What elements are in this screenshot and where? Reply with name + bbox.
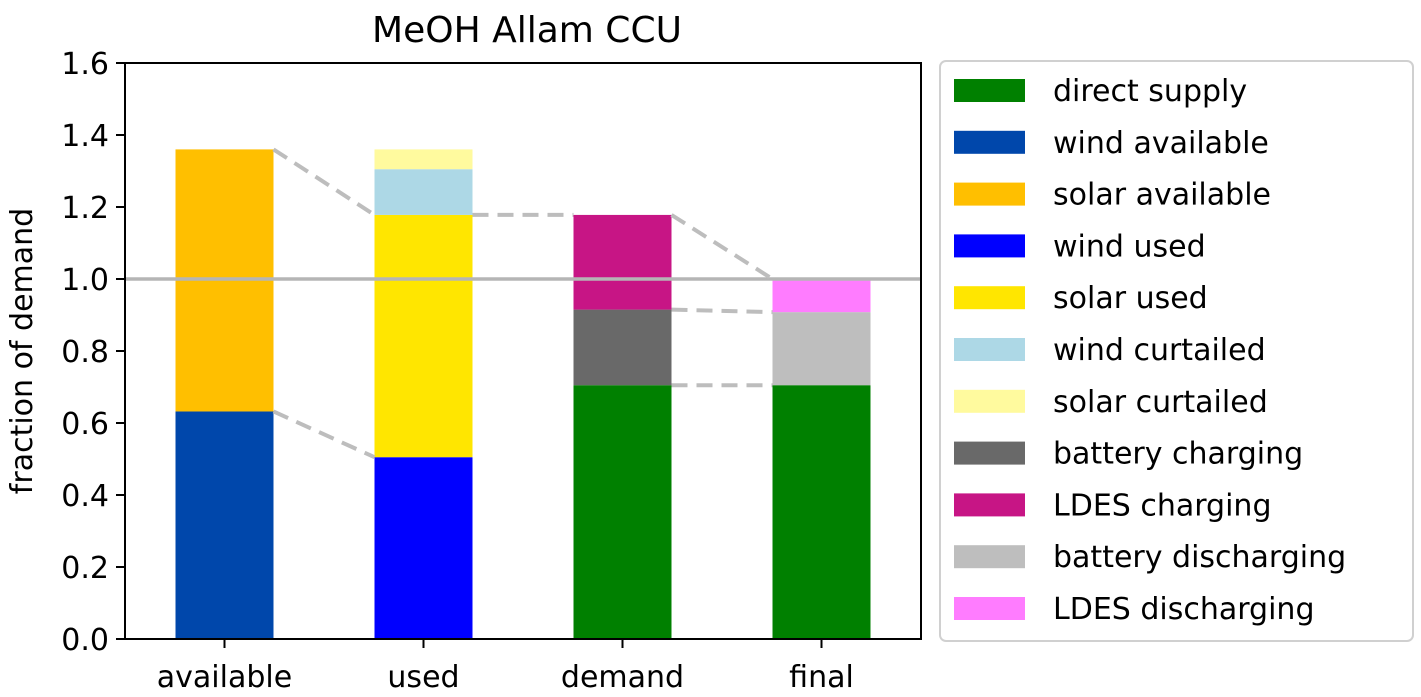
x-tick-label: used — [387, 660, 459, 695]
bar-demand-ldes-charging — [573, 214, 672, 310]
connector-line-3 — [670, 213, 774, 281]
legend-label: battery charging — [1053, 437, 1303, 472]
y-tick-label: 0.2 — [61, 551, 109, 586]
legend-swatch — [954, 286, 1025, 310]
legend: direct supply wind available solar availab… — [939, 60, 1414, 642]
bar-final-direct-supply — [772, 385, 871, 639]
y-axis-label: fraction of demand — [5, 208, 40, 494]
connector-line-0 — [272, 147, 376, 217]
legend-label: wind available — [1053, 126, 1269, 161]
connector-line-1 — [272, 409, 376, 460]
y-ticks-group: 0.0 0.2 0.4 0.6 0.8 1.0 1.2 1.4 1.6 — [61, 47, 125, 658]
legend-swatch — [954, 234, 1025, 258]
y-tick-label: 1.6 — [61, 47, 109, 82]
x-tick-label: demand — [561, 660, 684, 695]
legend-label: wind curtailed — [1053, 333, 1266, 368]
bar-available-wind-available — [175, 411, 274, 639]
bar-final-ldes-discharging — [772, 279, 871, 313]
legend-label: wind used — [1053, 229, 1206, 264]
y-tick-label: 1.2 — [61, 191, 109, 226]
legend-box — [939, 60, 1414, 642]
legend-label: solar available — [1053, 178, 1271, 213]
legend-label: battery discharging — [1053, 540, 1346, 575]
y-tick-label: 0.8 — [61, 335, 109, 370]
legend-label: solar curtailed — [1053, 385, 1268, 420]
bar-used-wind-used — [374, 457, 473, 639]
legend-label: direct supply — [1053, 74, 1247, 109]
legend-swatch — [954, 338, 1025, 361]
chart-title: MeOH Allam CCU — [372, 10, 682, 51]
bar-demand-direct-supply — [573, 385, 672, 639]
bars-group — [175, 149, 871, 639]
legend-label: solar used — [1053, 281, 1208, 316]
bar-used-wind-curtailed — [374, 169, 473, 215]
bar-final-battery-discharging — [772, 312, 871, 386]
x-ticks-group: available used demand final — [157, 639, 854, 695]
legend-swatch — [954, 597, 1025, 620]
y-tick-label: 0.4 — [61, 479, 109, 514]
legend-swatch — [954, 79, 1025, 102]
bar-demand-battery-charging — [573, 309, 672, 386]
legend-swatch — [954, 182, 1025, 206]
y-tick-label: 0.0 — [61, 623, 109, 658]
bar-used-solar-curtailed — [374, 149, 473, 170]
legend-swatch — [954, 545, 1025, 569]
x-tick-label: final — [789, 660, 854, 695]
legend-label: LDES charging — [1053, 488, 1271, 523]
y-tick-label: 1.0 — [61, 263, 109, 298]
bar-used-solar-used — [374, 214, 473, 458]
y-tick-label: 0.6 — [61, 407, 109, 442]
connector-line-4 — [671, 307, 773, 315]
legend-swatch — [954, 130, 1025, 154]
legend-label: LDES discharging — [1053, 592, 1315, 627]
legend-swatch — [954, 493, 1025, 517]
legend-swatch — [954, 441, 1025, 465]
x-tick-label: available — [157, 660, 292, 695]
connector-lines-group — [272, 147, 774, 460]
legend-swatch — [954, 389, 1025, 413]
y-tick-label: 1.4 — [61, 119, 109, 154]
